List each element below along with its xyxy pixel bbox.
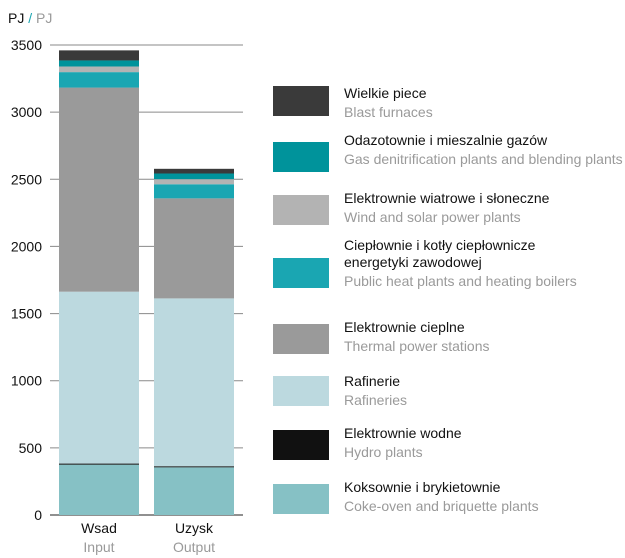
x-tick-label: Wsad [81, 520, 117, 536]
legend-swatch [273, 195, 329, 225]
y-tick-label: 3000 [11, 104, 42, 120]
unit-label: PJ / PJ [8, 10, 52, 26]
legend-swatch [273, 484, 329, 514]
legend-label: Elektrownie cieplne [344, 319, 465, 335]
bar-segment [154, 179, 234, 185]
bar-segment [59, 291, 139, 464]
legend-label-en: Thermal power stations [344, 338, 490, 354]
x-axis-labels: Wsad Input Uzysk Output [81, 520, 215, 555]
bar-segment [154, 298, 234, 467]
y-tick-label: 2000 [11, 238, 42, 254]
bar-segment [154, 198, 234, 299]
legend-label-en: Wind and solar power plants [344, 209, 521, 225]
legend-swatch [273, 430, 329, 460]
legend-label: Wielkie piece [344, 85, 427, 101]
bars [59, 50, 234, 515]
legend-label-en: Public heat plants and heating boilers [344, 273, 577, 289]
bar-segment [59, 66, 139, 73]
bar-segment [154, 466, 234, 468]
y-tick-label: 0 [34, 507, 42, 523]
bar-segment [59, 464, 139, 515]
x-tick-label: Uzysk [175, 520, 214, 536]
legend-label-en: Blast furnaces [344, 104, 433, 120]
legend-label: Odazotownie i mieszalnie gazów [344, 132, 548, 148]
legend-label-en: Coke-oven and briquette plants [344, 498, 539, 514]
y-tick-label: 2500 [11, 171, 42, 187]
bar-segment [154, 173, 234, 180]
bar-segment [154, 467, 234, 515]
legend-label-en: Gas denitrification plants and blending … [344, 151, 623, 167]
bar-segment [59, 87, 139, 292]
legend-label-en: Rafineries [344, 392, 407, 408]
y-axis-ticks: 0 500 1000 1500 2000 2500 3000 3500 [11, 37, 42, 523]
bar-segment [59, 72, 139, 88]
legend-swatch [273, 86, 329, 116]
y-tick-label: 3500 [11, 37, 42, 53]
legend-label: Elektrownie wodne [344, 425, 462, 441]
bar-segment [59, 463, 139, 465]
bar-segment [59, 60, 139, 67]
x-tick-label-en: Output [173, 539, 215, 555]
legend-label-en: Hydro plants [344, 444, 423, 460]
bar-segment [59, 50, 139, 61]
y-tick-label: 1500 [11, 306, 42, 322]
x-tick-label-en: Input [83, 539, 114, 555]
legend-label: Elektrownie wiatrowe i słoneczne [344, 190, 550, 206]
bar-segment [154, 168, 234, 174]
bar-segment [154, 184, 234, 199]
legend-label: Rafinerie [344, 373, 400, 389]
legend-swatch [273, 258, 329, 288]
legend-label: Ciepłownie i kotły ciepłownicze energetyk… [344, 237, 536, 270]
legend-label: Koksownie i brykietownie [344, 479, 501, 495]
legend-swatch [273, 324, 329, 354]
legend: Wielkie piece Blast furnaces Odazotownie i… [273, 85, 623, 514]
legend-swatch [273, 376, 329, 406]
legend-swatch [273, 142, 329, 172]
y-tick-label: 500 [19, 440, 43, 456]
y-tick-label: 1000 [11, 373, 42, 389]
